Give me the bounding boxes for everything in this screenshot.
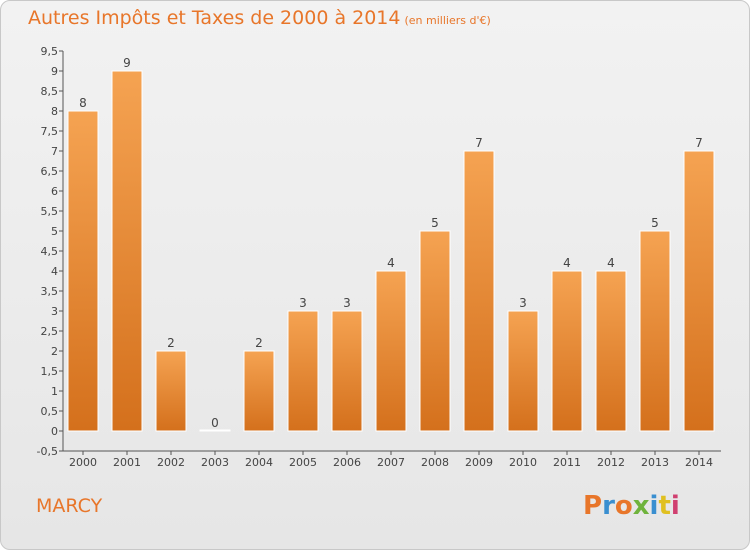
bar xyxy=(639,230,671,432)
y-tick-label: 6 xyxy=(51,185,58,198)
bar xyxy=(507,310,539,432)
y-tick-label: 3,5 xyxy=(41,285,59,298)
y-tick-label: -0,5 xyxy=(37,445,58,458)
chart-title-text: Autres Impôts et Taxes de 2000 à 2014 xyxy=(28,7,401,29)
x-tick-label: 2000 xyxy=(69,456,97,469)
y-tick-label: 2 xyxy=(51,345,58,358)
data-label: 2 xyxy=(167,336,175,350)
x-tick-label: 2014 xyxy=(685,456,713,469)
y-tick-label: 6,5 xyxy=(41,165,59,178)
chart-subtitle: (en milliers d'€) xyxy=(404,14,491,27)
logo-letter: P xyxy=(583,491,603,521)
x-tick-label: 2005 xyxy=(289,456,317,469)
data-label: 3 xyxy=(519,296,527,310)
y-tick-label: 3 xyxy=(51,305,58,318)
data-label: 3 xyxy=(299,296,307,310)
x-tick-label: 2012 xyxy=(597,456,625,469)
x-tick-label: 2007 xyxy=(377,456,405,469)
data-label: 8 xyxy=(79,96,87,110)
x-tick-label: 2002 xyxy=(157,456,185,469)
chart-title: Autres Impôts et Taxes de 2000 à 2014 (en… xyxy=(28,7,491,29)
y-tick-label: 5 xyxy=(51,225,58,238)
y-tick-label: 5,5 xyxy=(41,205,59,218)
data-label: 2 xyxy=(255,336,263,350)
bar xyxy=(287,310,319,432)
bar xyxy=(199,429,231,432)
bar xyxy=(375,270,407,432)
y-tick-label: 2,5 xyxy=(41,325,59,338)
bar xyxy=(463,150,495,432)
data-label: 5 xyxy=(651,216,659,230)
y-tick-label: 1,5 xyxy=(41,365,59,378)
bar xyxy=(595,270,627,432)
logo-letter: i xyxy=(670,491,680,521)
x-tick-label: 2011 xyxy=(553,456,581,469)
y-tick-label: 0 xyxy=(51,425,58,438)
x-tick-label: 2003 xyxy=(201,456,229,469)
logo-letter: o xyxy=(614,491,633,521)
y-tick-label: 1 xyxy=(51,385,58,398)
data-label: 4 xyxy=(387,256,395,270)
y-tick-label: 9 xyxy=(51,65,58,78)
axes: -0,5 0 0,5 1 1,5 2 2,5 3 3,5 4 4,5 5 5,5 6 6,5 7 7,5 8 8,5… xyxy=(37,45,721,469)
bar xyxy=(111,70,143,432)
proxiti-logo: Proxiti xyxy=(583,491,680,521)
bar xyxy=(419,230,451,432)
x-tick-label: 2008 xyxy=(421,456,449,469)
x-tick-label: 2010 xyxy=(509,456,537,469)
x-tick-label: 2004 xyxy=(245,456,273,469)
data-label: 4 xyxy=(563,256,571,270)
x-tick-label: 2006 xyxy=(333,456,361,469)
data-label: 3 xyxy=(343,296,351,310)
x-tick-label: 2009 xyxy=(465,456,493,469)
data-label: 9 xyxy=(123,56,131,70)
bar xyxy=(67,110,99,432)
y-tick-label: 9,5 xyxy=(41,45,59,58)
data-label: 0 xyxy=(211,416,219,430)
y-tick-label: 4 xyxy=(51,265,58,278)
data-label: 5 xyxy=(431,216,439,230)
data-label: 7 xyxy=(695,136,703,150)
bars xyxy=(67,70,715,432)
data-label: 4 xyxy=(607,256,615,270)
y-tick-label: 4,5 xyxy=(41,245,59,258)
bar xyxy=(331,310,363,432)
x-tick-label: 2001 xyxy=(113,456,141,469)
y-tick-label: 0,5 xyxy=(41,405,59,418)
x-tick-label: 2013 xyxy=(641,456,669,469)
logo-letter: x xyxy=(632,491,650,521)
data-label: 7 xyxy=(475,136,483,150)
bar xyxy=(683,150,715,432)
y-tick-label: 7,5 xyxy=(41,125,59,138)
logo-letter: t xyxy=(658,491,671,521)
logo-letter: i xyxy=(649,491,659,521)
y-tick-label: 8,5 xyxy=(41,85,59,98)
commune-name: MARCY xyxy=(36,495,103,517)
y-tick-label: 8 xyxy=(51,105,58,118)
bar xyxy=(551,270,583,432)
data-labels: 8 9 2 0 2 3 3 4 5 7 3 4 4 5 7 xyxy=(79,56,703,430)
y-tick-label: 7 xyxy=(51,145,58,158)
bar xyxy=(243,350,275,432)
logo-letter: r xyxy=(602,491,615,521)
bar xyxy=(155,350,187,432)
